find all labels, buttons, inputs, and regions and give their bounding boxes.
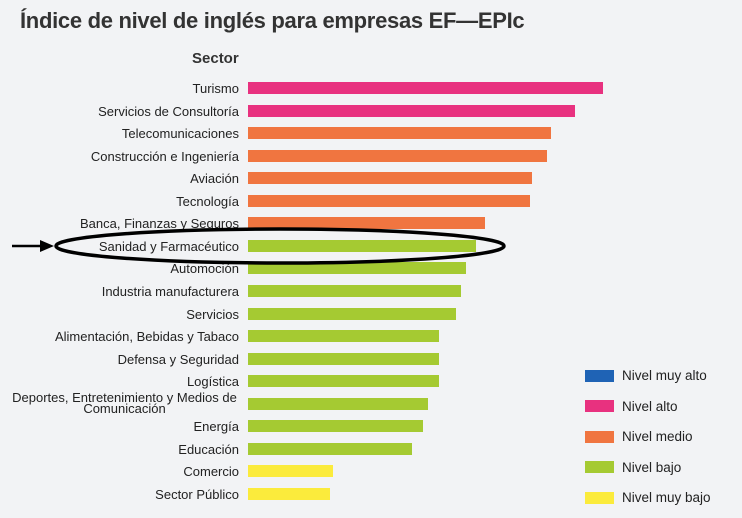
bar xyxy=(248,104,575,117)
bar xyxy=(248,127,551,140)
legend-item: Nivel bajo xyxy=(585,460,681,475)
legend-swatch xyxy=(585,491,614,504)
bar xyxy=(248,397,428,410)
legend-item: Nivel muy alto xyxy=(585,368,707,383)
category-axis-title: Sector xyxy=(192,50,239,67)
bar xyxy=(248,262,466,275)
category-label: Industria manufacturera xyxy=(101,283,239,299)
category-label: Aviación xyxy=(190,171,239,187)
bar xyxy=(248,375,439,388)
category-label: Comercio xyxy=(183,464,239,480)
category-label: Turismo xyxy=(192,81,239,96)
bar xyxy=(248,352,439,365)
category-label: Tecnología xyxy=(176,193,239,209)
bar xyxy=(248,487,330,500)
category-label: Banca, Finanzas y Seguros xyxy=(80,216,239,232)
category-label: Servicios de Consultoría xyxy=(98,103,239,119)
category-label: Deportes, Entretenimiento y Medios de Co… xyxy=(12,389,237,416)
category-label: Servicios xyxy=(186,306,239,322)
bar xyxy=(248,149,547,162)
category-label: Alimentación, Bebidas y Tabaco xyxy=(54,329,239,345)
category-label: Automoción xyxy=(170,261,239,277)
legend-swatch xyxy=(585,461,614,473)
legend-swatch xyxy=(585,400,614,412)
bar xyxy=(248,442,412,455)
bar xyxy=(248,82,603,94)
category-label: Sanidad y Farmacéutico xyxy=(98,238,239,254)
legend-swatch xyxy=(585,369,614,382)
category-label: Educación xyxy=(178,441,239,457)
legend-label: Nivel muy bajo xyxy=(622,490,711,505)
bar xyxy=(248,284,461,297)
category-label: Sector Público xyxy=(155,486,239,502)
highlight-ellipse xyxy=(54,227,506,265)
legend-item: Nivel medio xyxy=(585,429,693,444)
category-label: Defensa y Seguridad xyxy=(117,351,239,367)
bar xyxy=(248,307,456,320)
chart-title: Índice de nivel de inglés para empresas … xyxy=(20,8,525,33)
legend-item: Nivel alto xyxy=(585,399,678,414)
bar xyxy=(248,194,530,207)
bar xyxy=(248,420,423,433)
category-label: Construcción e Ingeniería xyxy=(90,148,239,164)
bar xyxy=(248,239,476,252)
category-label: Energía xyxy=(193,419,239,435)
bar xyxy=(248,217,485,230)
bar xyxy=(248,330,439,343)
legend-item: Nivel muy bajo xyxy=(585,490,711,505)
arrow-head-icon xyxy=(40,240,54,252)
bar xyxy=(248,172,532,185)
legend-label: Nivel medio xyxy=(622,429,693,444)
category-label: Logística xyxy=(186,374,239,390)
legend-label: Nivel muy alto xyxy=(622,368,707,383)
category-label: Telecomunicaciones xyxy=(121,126,239,142)
legend-swatch xyxy=(585,430,614,443)
legend-label: Nivel alto xyxy=(622,398,678,414)
bar xyxy=(248,465,333,478)
legend-label: Nivel bajo xyxy=(622,459,682,475)
